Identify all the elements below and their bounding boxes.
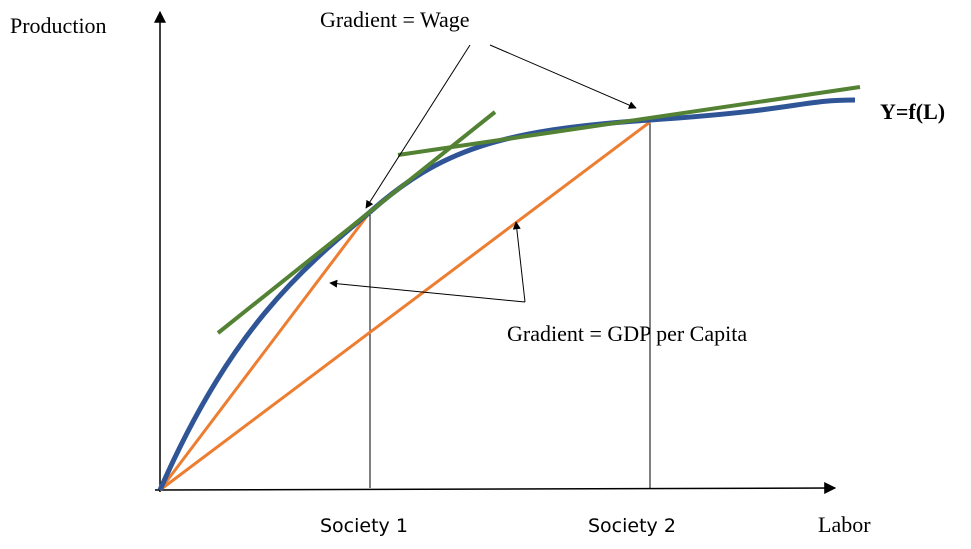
- curve-label: Y=f(L): [880, 99, 945, 124]
- average-line-2: [159, 120, 651, 492]
- production-curve: [157, 97, 856, 492]
- x-axis: [154, 482, 837, 495]
- tangent-2: [397, 85, 861, 157]
- annotation: Gradient = GDP per Capita: [507, 321, 747, 346]
- arrow: [365, 44, 471, 209]
- point-label: Society 2: [588, 515, 676, 537]
- average-line-1: [158, 211, 372, 491]
- arrow: [512, 221, 526, 303]
- point-label: Society 1: [320, 515, 408, 537]
- annotation: Gradient = Wage: [320, 7, 470, 32]
- arrow: [489, 44, 637, 109]
- y-axis-label: Production: [10, 13, 107, 38]
- x-axis-label: Labor: [818, 512, 871, 537]
- arrow: [329, 279, 526, 303]
